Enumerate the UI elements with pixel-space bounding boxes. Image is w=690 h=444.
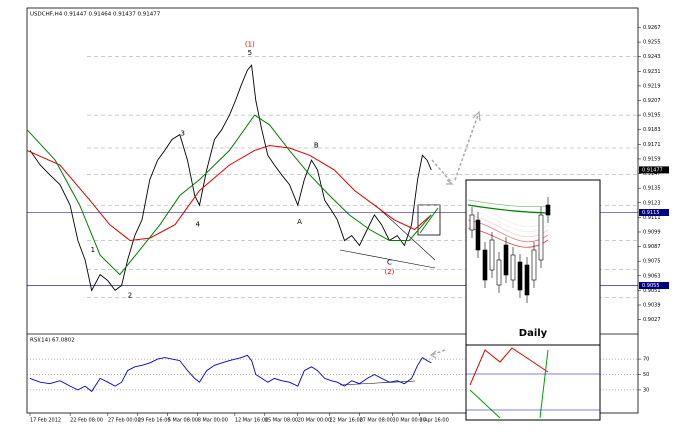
x-tick-label: 20 Mar 00:00 bbox=[298, 418, 331, 424]
y-tick-label: 0.9243 bbox=[643, 54, 661, 60]
wave-label: B bbox=[314, 142, 319, 150]
wave-label: 4 bbox=[195, 221, 200, 229]
y-tick-label: 50 bbox=[643, 372, 649, 378]
h-line-label: 0.9115 bbox=[642, 210, 660, 216]
last-price-bg bbox=[639, 166, 669, 174]
inset-candle bbox=[545, 204, 551, 216]
y-tick-label: 0.9075 bbox=[643, 259, 661, 265]
y-tick-label: 0.9183 bbox=[643, 127, 661, 133]
x-tick-label: 15 Mar 08:00 bbox=[265, 418, 298, 424]
overlays bbox=[339, 110, 481, 386]
wave-label: A bbox=[297, 218, 302, 226]
y-tick-label: 30 bbox=[643, 387, 649, 393]
series-line bbox=[26, 114, 432, 276]
y-tick-label: 0.9231 bbox=[643, 69, 661, 75]
wave-label: 1 bbox=[91, 246, 95, 254]
series-line bbox=[29, 64, 432, 292]
x-tick-label: 22 Mar 16:00 bbox=[330, 418, 363, 424]
y-tick-label: 0.9027 bbox=[643, 317, 661, 323]
inset-rsi bbox=[469, 349, 549, 419]
inset-candle bbox=[531, 249, 537, 281]
y-tick-label: 0.9063 bbox=[643, 273, 661, 279]
h-line-label-bg bbox=[639, 282, 669, 290]
inset-candle bbox=[482, 249, 488, 281]
last-price-label: 0.91477 bbox=[642, 167, 663, 173]
daily-inset: Daily bbox=[465, 179, 601, 421]
series-line bbox=[29, 354, 432, 393]
y-tick-label: 0.9147 bbox=[643, 171, 661, 177]
inset-ma bbox=[467, 199, 549, 208]
y-tick-label: 0.9255 bbox=[643, 40, 661, 46]
inset-candle bbox=[489, 239, 495, 271]
inset-title: Daily bbox=[519, 328, 548, 339]
x-tick-label: 5 Mar 08:00 bbox=[168, 418, 198, 424]
inset-candle bbox=[475, 219, 481, 251]
x-tick-label: 27 Feb 00:00 bbox=[108, 418, 141, 424]
series-line bbox=[26, 144, 432, 242]
y-tick-label: 0.9159 bbox=[643, 156, 661, 162]
y-tick-label: 0.9123 bbox=[643, 200, 661, 206]
h-line-label: 0.9055 bbox=[642, 283, 660, 289]
wave-label: 3 bbox=[181, 129, 185, 137]
inset-candle bbox=[517, 261, 523, 291]
rsi-title: RSI(14) 67.0802 bbox=[30, 338, 75, 344]
inset-rsi bbox=[469, 347, 549, 386]
x-tick-label: 17 Feb 2012 bbox=[30, 418, 61, 424]
inset-ma bbox=[467, 204, 549, 214]
inset-frame bbox=[465, 179, 601, 421]
wave-label: 5 bbox=[248, 49, 252, 57]
y-tick-label: 0.9111 bbox=[643, 215, 661, 221]
wave-label: C bbox=[387, 258, 392, 266]
x-tick-label: 3 Apr 16:00 bbox=[419, 418, 448, 424]
y-tick-label: 0.9135 bbox=[643, 186, 661, 192]
inset-candle bbox=[496, 259, 502, 286]
y-tick-label: 0.9039 bbox=[643, 303, 661, 309]
y-tick-label: 0.9219 bbox=[643, 83, 661, 89]
x-tick-label: 12 Mar 16:00 bbox=[235, 418, 268, 424]
h-line-label-bg bbox=[639, 208, 669, 216]
x-tick-label: 29 Feb 16:00 bbox=[138, 418, 171, 424]
y-tick-label: 70 bbox=[643, 357, 649, 363]
y-tick-label: 0.9207 bbox=[643, 98, 661, 104]
y-tick-label: 0.9099 bbox=[643, 229, 661, 235]
y-tick-label: 0.9171 bbox=[643, 142, 661, 148]
chart-title: USDCHF,H4 0.91447 0.91464 0.91437 0.9147… bbox=[30, 12, 161, 18]
wave-label: (1) bbox=[245, 41, 255, 49]
inset-candle bbox=[538, 214, 544, 261]
x-tick-label: 8 Mar 00:00 bbox=[198, 418, 228, 424]
y-tick-label: 0.9051 bbox=[643, 288, 661, 294]
wave-label: 2 bbox=[128, 291, 132, 299]
x-tick-label: 22 Feb 08:00 bbox=[70, 418, 103, 424]
y-tick-label: 0.9195 bbox=[643, 113, 661, 119]
inset-candle bbox=[524, 264, 530, 296]
x-tick-label: 30 Mar 00:00 bbox=[392, 418, 425, 424]
inset-candle bbox=[510, 254, 516, 281]
y-tick-label: 0.9267 bbox=[643, 25, 661, 31]
inset-candle bbox=[503, 244, 509, 276]
inset-candle bbox=[469, 214, 475, 231]
y-tick-label: 0.9087 bbox=[643, 244, 661, 250]
wave-label: (2) bbox=[384, 268, 394, 276]
x-tick-label: 27 Mar 08:00 bbox=[359, 418, 392, 424]
